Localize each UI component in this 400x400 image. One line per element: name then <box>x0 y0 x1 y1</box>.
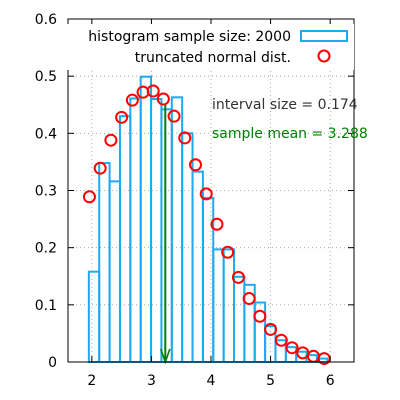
annotation-interval-size: interval size = 0.174 <box>212 97 358 113</box>
y-tick-label: 0.1 <box>35 298 57 314</box>
distribution-point <box>167 109 181 123</box>
distribution-point <box>178 131 192 145</box>
y-tick-label: 0.6 <box>35 12 57 28</box>
tick-labels: 0 0.1 0.2 0.3 0.4 0.5 0.6 2 3 4 5 6 <box>35 12 335 389</box>
legend-swatch-histogram <box>300 30 348 42</box>
distribution-point <box>104 133 118 147</box>
x-tick-label: 6 <box>326 373 335 389</box>
x-tick-label: 3 <box>147 373 156 389</box>
legend-label-distribution: truncated normal dist. <box>135 50 291 66</box>
x-tick-label: 2 <box>87 373 96 389</box>
distribution-point <box>285 341 299 355</box>
y-tick-label: 0.2 <box>35 241 57 257</box>
y-tick-label: 0 <box>48 355 57 371</box>
distribution-point <box>253 309 267 323</box>
distribution-point <box>274 333 288 347</box>
y-tick-label: 0.3 <box>35 184 57 200</box>
distribution-point <box>231 270 245 284</box>
annotation-sample-mean: sample mean = 3.288 <box>212 126 368 142</box>
distribution-point <box>156 92 170 106</box>
distribution-point <box>125 93 139 107</box>
x-tick-label: 5 <box>266 373 275 389</box>
legend-label-histogram: histogram sample size: 2000 <box>88 29 291 45</box>
distribution-point <box>221 245 235 259</box>
legend: histogram sample size: 2000 truncated no… <box>88 29 348 66</box>
y-tick-label: 0.5 <box>35 69 57 85</box>
distribution-point <box>82 190 96 204</box>
distribution-points <box>82 84 331 366</box>
distribution-point <box>115 110 129 124</box>
distribution-point <box>199 187 213 201</box>
distribution-point <box>242 292 256 306</box>
y-tick-label: 0.4 <box>35 126 57 142</box>
distribution-point <box>146 84 160 98</box>
distribution-point <box>264 322 278 336</box>
x-tick-label: 4 <box>207 373 216 389</box>
distribution-point <box>189 158 203 172</box>
legend-marker-distribution <box>317 49 331 63</box>
distribution-point <box>93 161 107 175</box>
distribution-point <box>210 217 224 231</box>
